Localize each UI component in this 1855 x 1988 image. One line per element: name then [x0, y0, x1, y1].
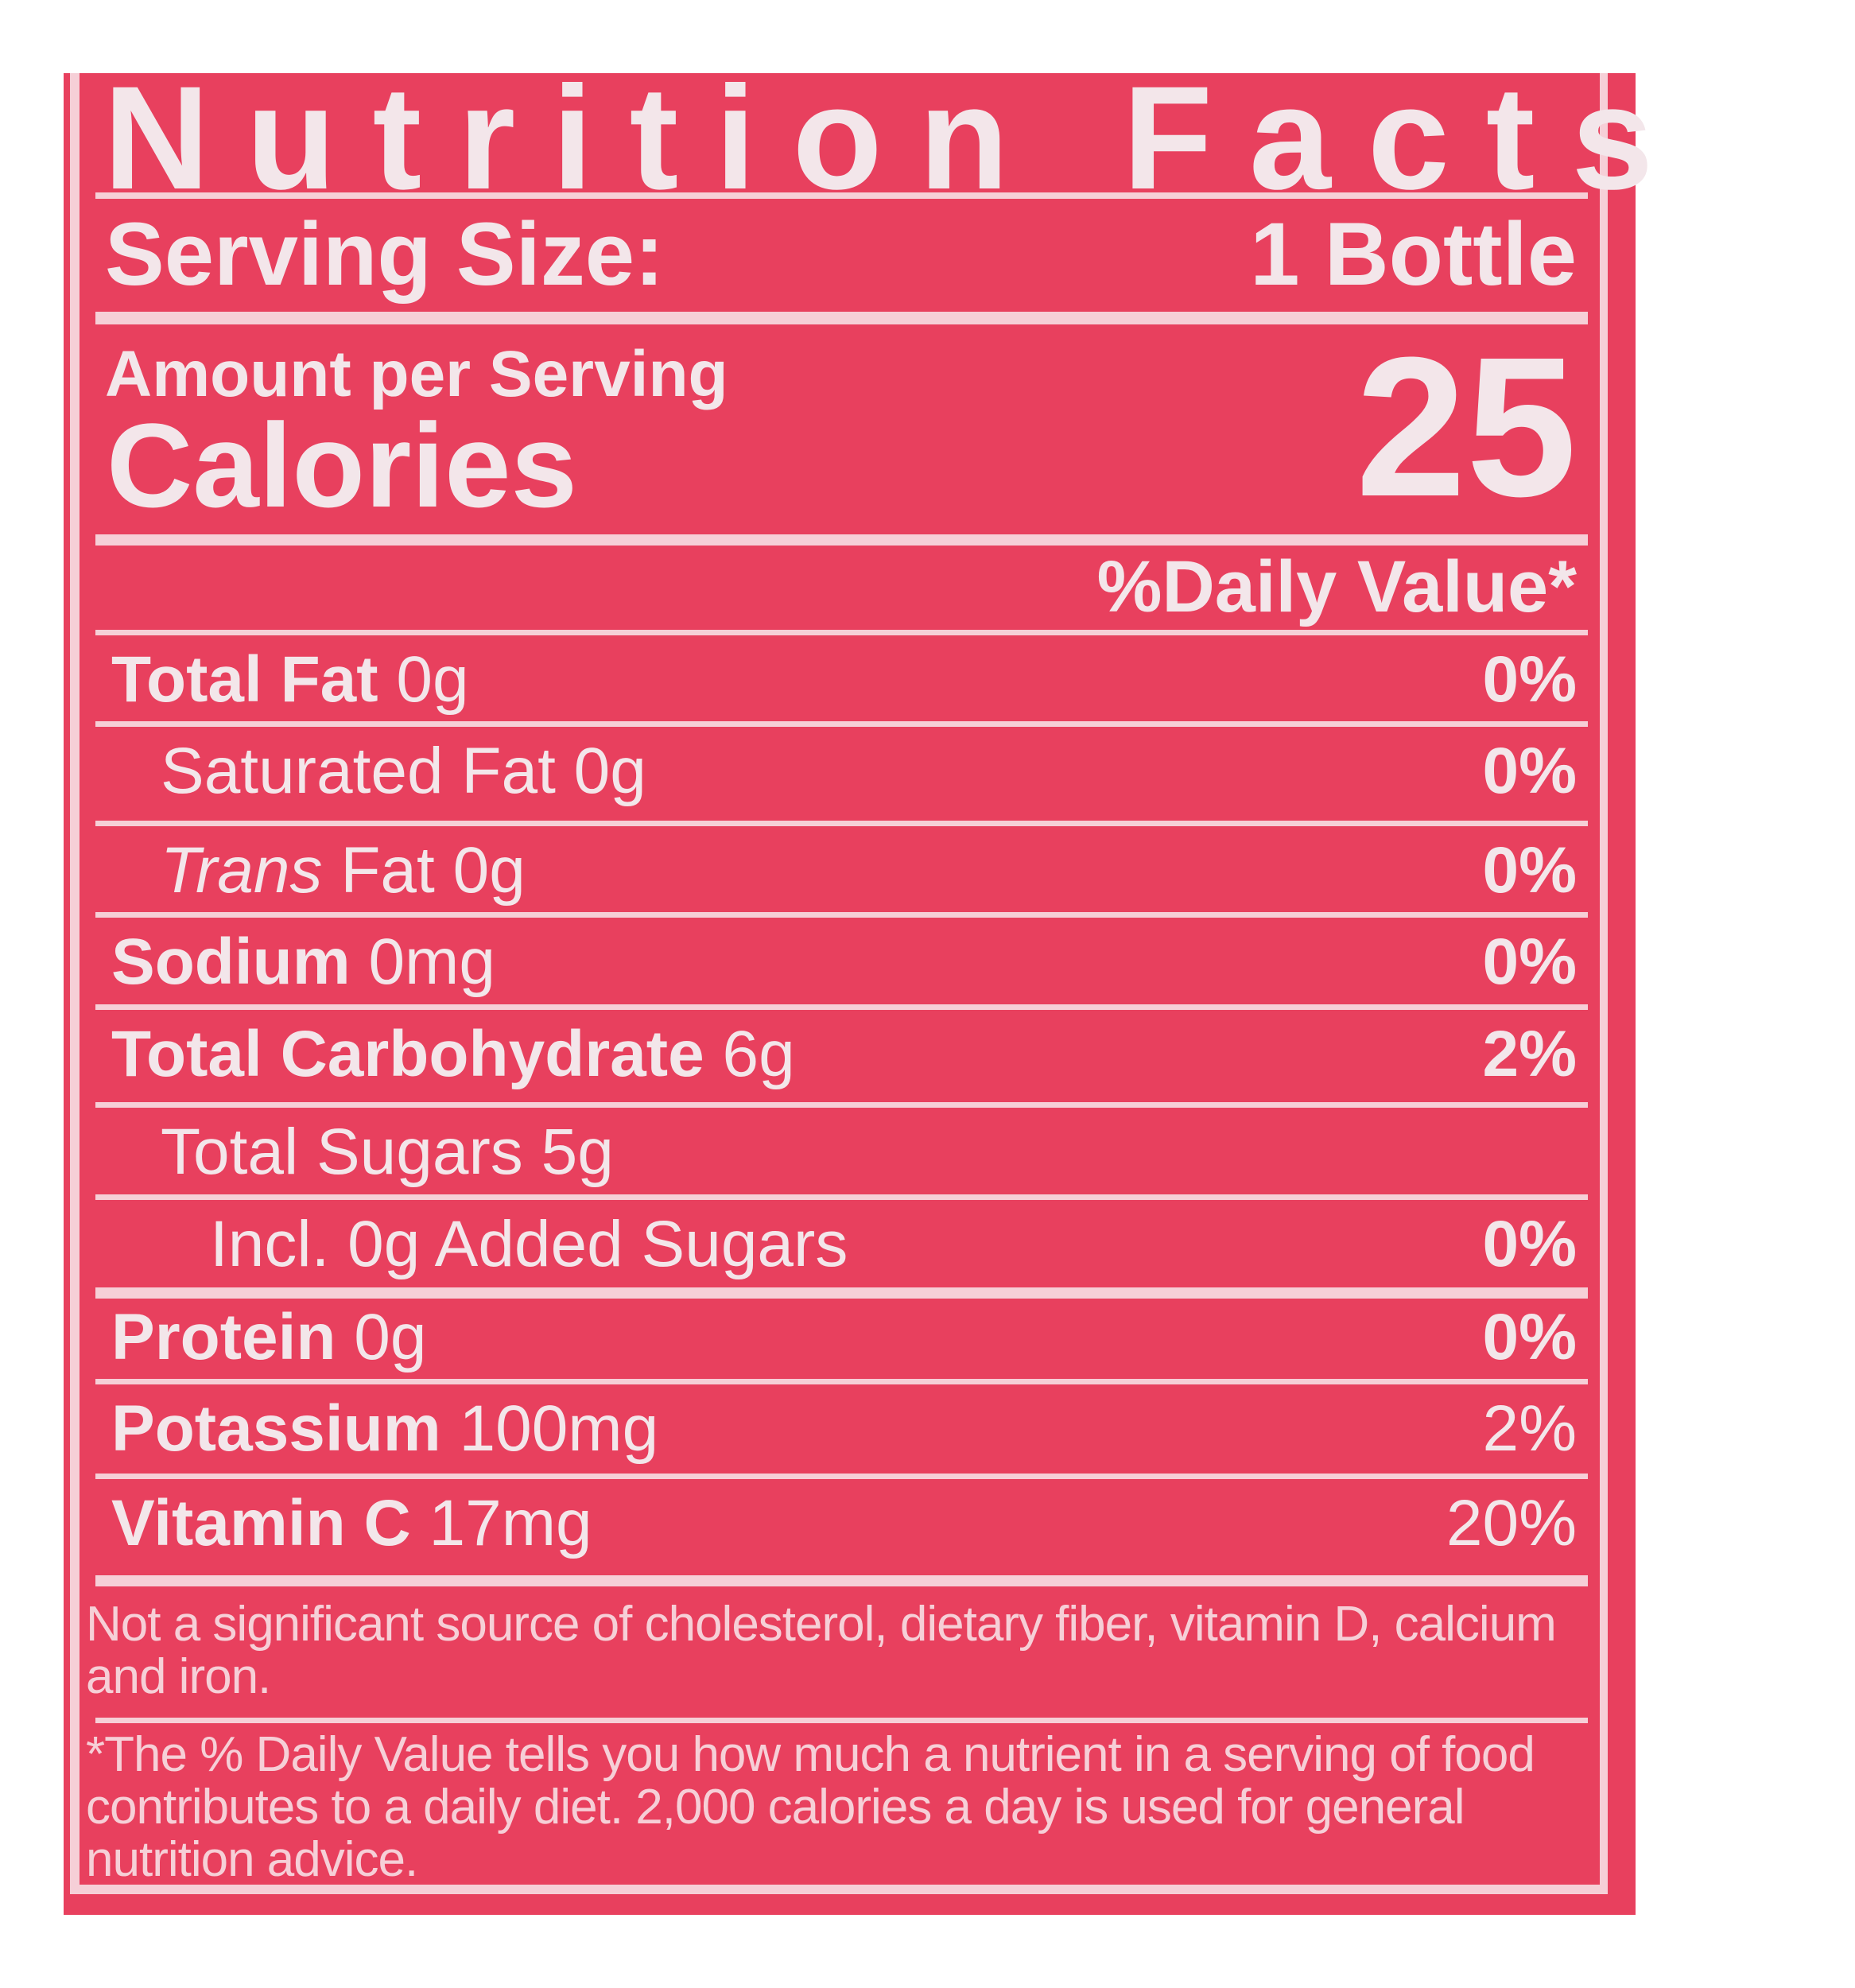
- nutrient-row: Potassium 100mg 2%: [95, 1385, 1588, 1473]
- nutrient-amount: 0mg: [368, 926, 495, 998]
- nutrient-name: Protein: [111, 1301, 336, 1373]
- divider: [95, 1474, 1588, 1479]
- footnote-daily-value: *The % Daily Value tells you how much a …: [86, 1727, 1535, 1887]
- nutrient-label: Vitamin C 17mg: [95, 1486, 592, 1561]
- divider: [95, 1102, 1588, 1108]
- nutrient-label: Trans Fat 0g: [95, 833, 526, 908]
- nutrient-daily-value: 0%: [1482, 1301, 1577, 1373]
- nutrient-row: Vitamin C 17mg 20%: [95, 1480, 1588, 1567]
- nutrient-row: Sodium 0mg 0%: [95, 918, 1588, 1006]
- nutrient-amount: 6g: [722, 1018, 795, 1090]
- nutrient-name: Saturated Fat: [161, 735, 556, 807]
- footnote-not-significant: Not a significant source of cholesterol,…: [86, 1597, 1557, 1704]
- nutrient-row: Total Carbohydrate 6g 2%: [95, 1011, 1588, 1098]
- nutrient-amount: 0g: [452, 834, 526, 907]
- nutrient-amount: 0g: [354, 1301, 427, 1373]
- divider: [95, 721, 1588, 727]
- panel-border: [70, 73, 1608, 1894]
- divider-thick: [95, 534, 1588, 546]
- nutrient-amount: 5g: [541, 1116, 614, 1188]
- nutrient-name: Vitamin C: [111, 1487, 411, 1559]
- nutrient-row: Saturated Fat 0g 0%: [95, 728, 1588, 815]
- divider: [95, 192, 1588, 199]
- nutrient-row: Protein 0g 0%: [95, 1294, 1588, 1381]
- nutrient-row: Incl. 0g Added Sugars 0%: [95, 1201, 1588, 1288]
- nutrient-label: Potassium 100mg: [95, 1392, 658, 1466]
- nutrient-amount: 0g: [396, 643, 469, 716]
- divider: [95, 1379, 1588, 1384]
- nutrient-name: Potassium: [111, 1392, 441, 1465]
- divider: [95, 630, 1588, 635]
- nutrient-daily-value: 0%: [1482, 834, 1577, 907]
- daily-value-header: %Daily Value*: [1096, 546, 1577, 627]
- nutrient-daily-value: 0%: [1482, 735, 1577, 807]
- nutrient-name: Total Sugars: [161, 1116, 523, 1188]
- nutrient-name: Trans: [161, 834, 323, 907]
- nutrient-daily-value: 20%: [1446, 1487, 1577, 1559]
- nutrient-amount: 0g: [573, 735, 646, 807]
- nutrient-row: Trans Fat 0g 0%: [95, 827, 1588, 914]
- nutrient-name: Total Carbohydrate: [111, 1018, 704, 1090]
- divider: [95, 1194, 1588, 1200]
- divider-thick: [95, 1287, 1588, 1299]
- divider: [95, 912, 1588, 918]
- divider-thick: [95, 1575, 1588, 1586]
- divider: [95, 1718, 1588, 1723]
- nutrient-label: Incl. 0g Added Sugars: [95, 1207, 848, 1282]
- nutrient-label: Sodium 0mg: [95, 925, 495, 1000]
- nutrient-amount: 100mg: [459, 1392, 659, 1465]
- nutrient-daily-value: 0%: [1482, 926, 1577, 998]
- divider: [95, 821, 1588, 826]
- calories-value: 25: [1355, 316, 1577, 538]
- divider-thick: [95, 312, 1588, 324]
- serving-size-value: 1 Bottle: [1250, 204, 1577, 304]
- divider: [95, 1004, 1588, 1010]
- nutrient-daily-value: 0%: [1482, 1208, 1577, 1280]
- nutrient-label: Saturated Fat 0g: [95, 734, 646, 809]
- label-title: Nutrition Facts: [103, 56, 1690, 220]
- nutrient-daily-value: 2%: [1482, 1018, 1577, 1090]
- nutrient-name: Incl. 0g Added Sugars: [210, 1208, 848, 1280]
- nutrient-row: Total Sugars 5g: [95, 1109, 1588, 1196]
- nutrient-label: Total Carbohydrate 6g: [95, 1017, 795, 1092]
- nutrient-label: Total Fat 0g: [95, 643, 469, 717]
- nutrient-amount: 17mg: [429, 1487, 592, 1559]
- amount-per-serving: Amount per Serving: [105, 338, 728, 410]
- nutrient-name: Total Fat: [111, 643, 378, 716]
- nutrient-label: Total Sugars 5g: [95, 1115, 614, 1190]
- nutrient-daily-value: 2%: [1482, 1392, 1577, 1465]
- nutrient-label: Protein 0g: [95, 1300, 427, 1375]
- calories-label: Calories: [107, 398, 577, 532]
- nutrient-daily-value: 0%: [1482, 643, 1577, 716]
- nutrient-name-suffix: Fat: [322, 834, 435, 907]
- nutrition-facts-panel: Nutrition Facts Serving Size: 1 Bottle A…: [64, 65, 1653, 1915]
- nutrient-name: Sodium: [111, 926, 351, 998]
- serving-size-label: Serving Size:: [105, 204, 665, 304]
- nutrient-row: Total Fat 0g 0%: [95, 636, 1588, 724]
